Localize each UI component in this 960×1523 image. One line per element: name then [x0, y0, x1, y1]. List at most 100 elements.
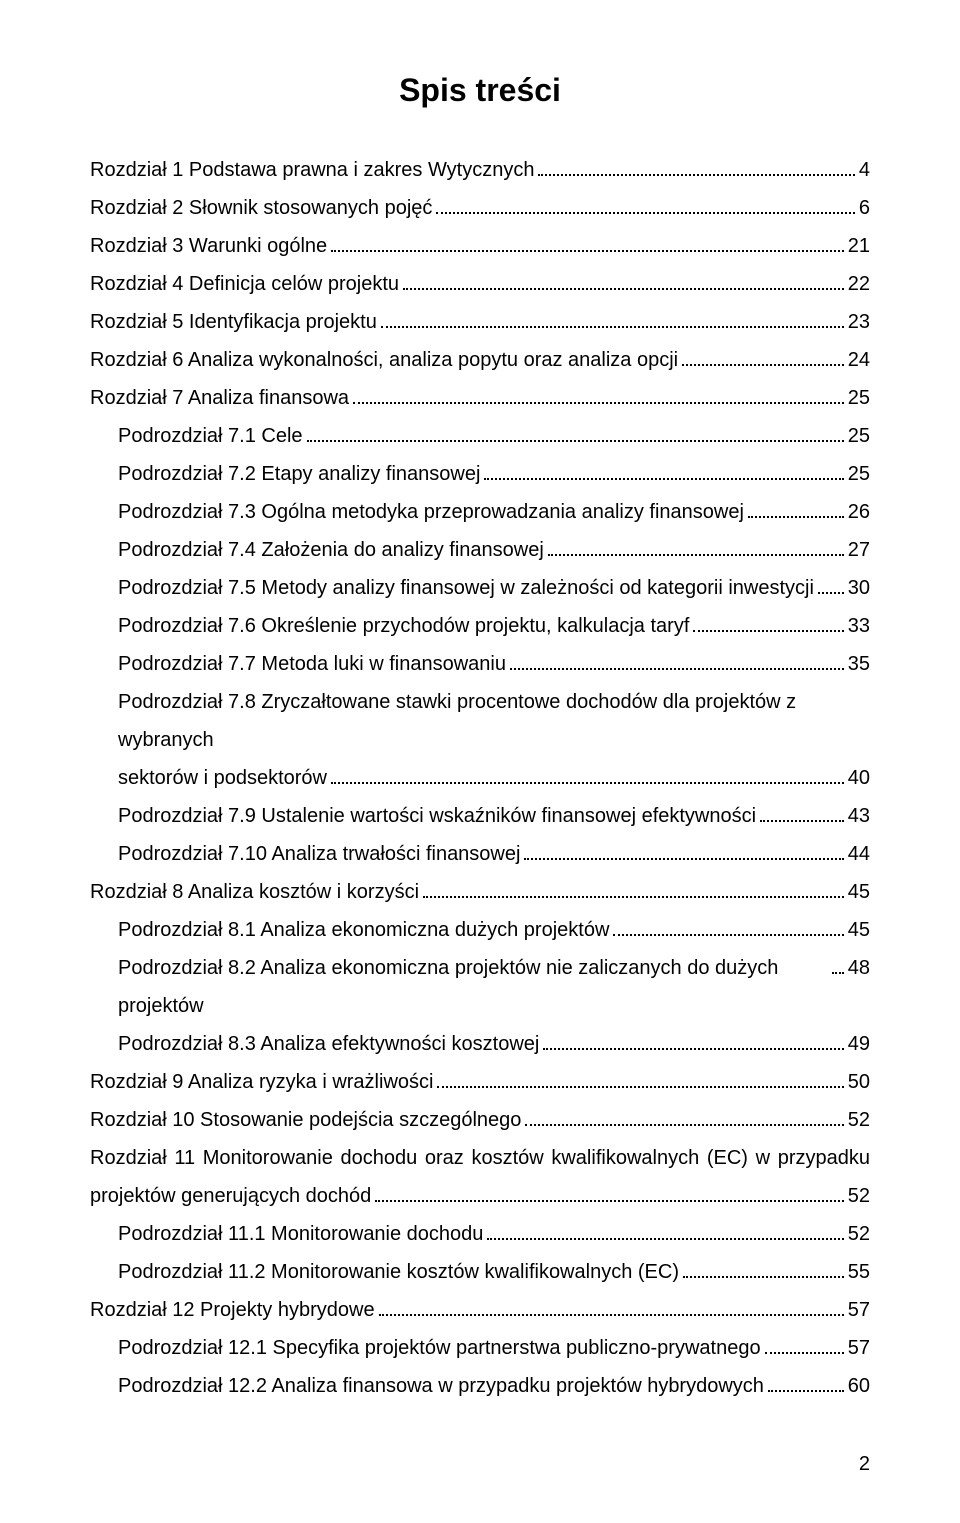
toc-entry-label: Rozdział 4 Definicja celów projektu: [90, 265, 399, 303]
toc-entry[interactable]: Podrozdział 7.1 Cele 25: [90, 417, 870, 455]
page-title: Spis treści: [90, 60, 870, 121]
toc-entry-label: Rozdział 10 Stosowanie podejścia szczegó…: [90, 1101, 521, 1139]
dot-leader: [760, 800, 844, 822]
toc-entry[interactable]: Rozdział 9 Analiza ryzyka i wrażliwości 5…: [90, 1063, 870, 1101]
toc-entry-page: 49: [848, 1025, 870, 1063]
toc-entry[interactable]: Rozdział 1 Podstawa prawna i zakres Wyty…: [90, 151, 870, 189]
toc-entry-label: Podrozdział 7.9 Ustalenie wartości wskaź…: [118, 797, 756, 835]
toc-entry[interactable]: Rozdział 7 Analiza finansowa25: [90, 379, 870, 417]
toc-entry[interactable]: Podrozdział 12.1 Specyfika projektów par…: [90, 1329, 870, 1367]
toc-entry-label: Podrozdział 7.2 Etapy analizy finansowej: [118, 455, 480, 493]
toc-entry-page: 52: [848, 1215, 870, 1253]
toc-entry-label: Podrozdział 11.1 Monitorowanie dochodu: [118, 1215, 483, 1253]
toc-entry-label: Podrozdział 7.3 Ogólna metodyka przeprow…: [118, 493, 744, 531]
toc-entry-page: 57: [848, 1291, 870, 1329]
dot-leader: [543, 1028, 843, 1050]
dot-leader: [818, 572, 844, 594]
dot-leader: [613, 914, 843, 936]
dot-leader: [487, 1218, 843, 1240]
toc-entry[interactable]: Podrozdział 7.5 Metody analizy finansowe…: [90, 569, 870, 607]
dot-leader: [331, 230, 844, 252]
toc-entry-label: Podrozdział 7.5 Metody analizy finansowe…: [118, 569, 814, 607]
toc-entry-label: projektów generujących dochód: [90, 1177, 371, 1215]
dot-leader: [307, 420, 844, 442]
toc-entry[interactable]: Podrozdział 7.7 Metoda luki w finansowan…: [90, 645, 870, 683]
toc-entry-page: 57: [848, 1329, 870, 1367]
toc-entry-label: Rozdział 12 Projekty hybrydowe: [90, 1291, 375, 1329]
toc-entry[interactable]: Podrozdział 7.3 Ogólna metodyka przeprow…: [90, 493, 870, 531]
toc-entry-page: 30: [848, 569, 870, 607]
dot-leader: [748, 496, 844, 518]
dot-leader: [768, 1370, 844, 1392]
toc-entry-label: Rozdział 5 Identyfikacja projektu: [90, 303, 377, 341]
toc-entry[interactable]: Podrozdział 7.4 Założenia do analizy fin…: [90, 531, 870, 569]
toc-entry-label: Rozdział 9 Analiza ryzyka i wrażliwości: [90, 1063, 433, 1101]
toc-entry-label: Podrozdział 12.1 Specyfika projektów par…: [118, 1329, 761, 1367]
toc-entry-page: 60: [848, 1367, 870, 1405]
page-number: 2: [90, 1445, 870, 1483]
toc-entry[interactable]: Podrozdział 7.10 Analiza trwałości finan…: [90, 835, 870, 873]
dot-leader: [682, 344, 844, 366]
toc-entry-label: Rozdział 6 Analiza wykonalności, analiza…: [90, 341, 678, 379]
toc-entry-page: 4: [859, 151, 870, 189]
toc-entry-page: 6: [859, 189, 870, 227]
toc-entry-page: 52: [848, 1177, 870, 1215]
dot-leader: [524, 838, 843, 860]
toc-entry-page: 35: [848, 645, 870, 683]
toc-entry[interactable]: Rozdział 6 Analiza wykonalności, analiza…: [90, 341, 870, 379]
toc-entry[interactable]: Podrozdział 11.1 Monitorowanie dochodu 52: [90, 1215, 870, 1253]
toc-entry[interactable]: Rozdział 3 Warunki ogólne 21: [90, 227, 870, 265]
toc-entry[interactable]: Podrozdział 8.3 Analiza efektywności kos…: [90, 1025, 870, 1063]
toc-entry-label: Podrozdział 7.4 Założenia do analizy fin…: [118, 531, 544, 569]
toc-entry-page: 43: [848, 797, 870, 835]
toc-entry-page: 45: [848, 911, 870, 949]
toc-entry-page: 50: [848, 1063, 870, 1101]
dot-leader: [484, 458, 843, 480]
dot-leader: [379, 1294, 844, 1316]
toc-entry[interactable]: Podrozdział 7.6 Określenie przychodów pr…: [90, 607, 870, 645]
toc-entry-page: 26: [848, 493, 870, 531]
toc-entry[interactable]: Rozdział 8 Analiza kosztów i korzyści 45: [90, 873, 870, 911]
toc-entry[interactable]: Podrozdział 8.1 Analiza ekonomiczna duży…: [90, 911, 870, 949]
toc-entry-label: Podrozdział 7.6 Określenie przychodów pr…: [118, 607, 689, 645]
toc-entry-page: 25: [848, 417, 870, 455]
toc-entry[interactable]: Podrozdział 8.2 Analiza ekonomiczna proj…: [90, 949, 870, 1025]
toc-entry-line: Rozdział 11 Monitorowanie dochodu oraz k…: [90, 1139, 870, 1177]
toc-entry-page: 45: [848, 873, 870, 911]
toc-entry-page: 22: [848, 265, 870, 303]
dot-leader: [381, 306, 844, 328]
toc-entry-page: 25: [848, 455, 870, 493]
toc-entry-label: Rozdział 3 Warunki ogólne: [90, 227, 327, 265]
toc-entry-page: 27: [848, 531, 870, 569]
toc-entry-page: 21: [848, 227, 870, 265]
toc-entry-label: Podrozdział 7.10 Analiza trwałości finan…: [118, 835, 520, 873]
toc-entry-page: 55: [848, 1253, 870, 1291]
toc-entry-page: 52: [848, 1101, 870, 1139]
toc-entry[interactable]: projektów generujących dochód 52: [90, 1177, 870, 1215]
toc-entry-label: Rozdział 8 Analiza kosztów i korzyści: [90, 873, 419, 911]
dot-leader: [423, 876, 844, 898]
toc-entry-label: Podrozdział 7.7 Metoda luki w finansowan…: [118, 645, 506, 683]
toc-entry[interactable]: Rozdział 12 Projekty hybrydowe 57: [90, 1291, 870, 1329]
toc-entry[interactable]: Podrozdział 12.2 Analiza finansowa w prz…: [90, 1367, 870, 1405]
toc-entry[interactable]: Rozdział 2 Słownik stosowanych pojęć6: [90, 189, 870, 227]
toc-entry-page: 33: [848, 607, 870, 645]
toc-entry[interactable]: Podrozdział 7.9 Ustalenie wartości wskaź…: [90, 797, 870, 835]
toc-entry-label: sektorów i podsektorów: [118, 759, 327, 797]
toc-entry[interactable]: sektorów i podsektorów40: [90, 759, 870, 797]
toc-entry-label: Podrozdział 8.2 Analiza ekonomiczna proj…: [118, 949, 828, 1025]
toc-entry-label: Podrozdział 12.2 Analiza finansowa w prz…: [118, 1367, 764, 1405]
dot-leader: [683, 1256, 844, 1278]
toc-entry[interactable]: Rozdział 10 Stosowanie podejścia szczegó…: [90, 1101, 870, 1139]
toc-entry-label: Podrozdział 7.1 Cele: [118, 417, 303, 455]
toc-entry[interactable]: Rozdział 5 Identyfikacja projektu23: [90, 303, 870, 341]
toc-entry-line: Podrozdział 7.8 Zryczałtowane stawki pro…: [90, 683, 870, 759]
toc-entry-page: 24: [848, 341, 870, 379]
toc-entry[interactable]: Podrozdział 7.2 Etapy analizy finansowej…: [90, 455, 870, 493]
toc-entry-label: Podrozdział 8.1 Analiza ekonomiczna duży…: [118, 911, 609, 949]
dot-leader: [765, 1332, 844, 1354]
toc-entry[interactable]: Podrozdział 11.2 Monitorowanie kosztów k…: [90, 1253, 870, 1291]
toc-entry-label: Podrozdział 11.2 Monitorowanie kosztów k…: [118, 1253, 679, 1291]
toc-entry-page: 25: [848, 379, 870, 417]
toc-entry[interactable]: Rozdział 4 Definicja celów projektu 22: [90, 265, 870, 303]
